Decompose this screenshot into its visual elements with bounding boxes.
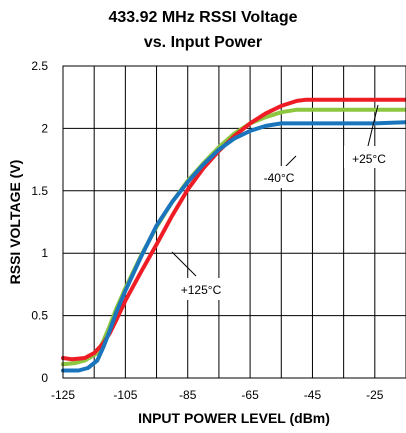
x-axis-label: INPUT POWER LEVEL (dBm)	[138, 410, 330, 426]
plot-area-frame	[62, 65, 406, 379]
annotation-box-plus125	[176, 278, 226, 300]
x-tick-label: -125	[51, 388, 75, 402]
y-tick-label: 0	[41, 371, 48, 385]
annotation-label-minus40: -40°C	[264, 171, 295, 185]
annotations: +125°C -40°C +25°C	[171, 104, 394, 300]
annotation-leader-plus125	[171, 251, 197, 277]
y-tick-label: 0.5	[31, 309, 48, 323]
series-lines	[61, 97, 406, 373]
annotation-box-minus40	[252, 166, 306, 188]
chart-title-line-1: 433.92 MHz RSSI Voltage	[108, 9, 297, 26]
tick-labels: -125 -105 -85 -65 -45 -25 0 0.5 1 1.5 2 2.5	[31, 59, 384, 402]
x-tick-label: -25	[366, 388, 384, 402]
y-axis-label: RSSI VOLTAGE (V)	[7, 160, 23, 285]
y-tick-label: 2	[41, 121, 48, 135]
y-tick-label: 2.5	[31, 59, 48, 73]
annotation-label-plus25: +25°C	[352, 152, 386, 166]
x-tick-label: -65	[241, 388, 259, 402]
annotation-label-plus125: +125°C	[181, 283, 222, 297]
x-tick-label: -105	[113, 388, 137, 402]
y-tick-label: 1	[41, 246, 48, 260]
x-tick-label: -45	[304, 388, 322, 402]
chart-title-line-2: vs. Input Power	[144, 34, 262, 51]
y-tick-label: 1.5	[31, 184, 48, 198]
annotation-leader-plus25	[367, 104, 379, 147]
annotation-box-plus25	[344, 146, 394, 168]
x-tick-label: -85	[179, 388, 197, 402]
grid	[62, 65, 406, 379]
series-line-minus40	[61, 120, 406, 373]
